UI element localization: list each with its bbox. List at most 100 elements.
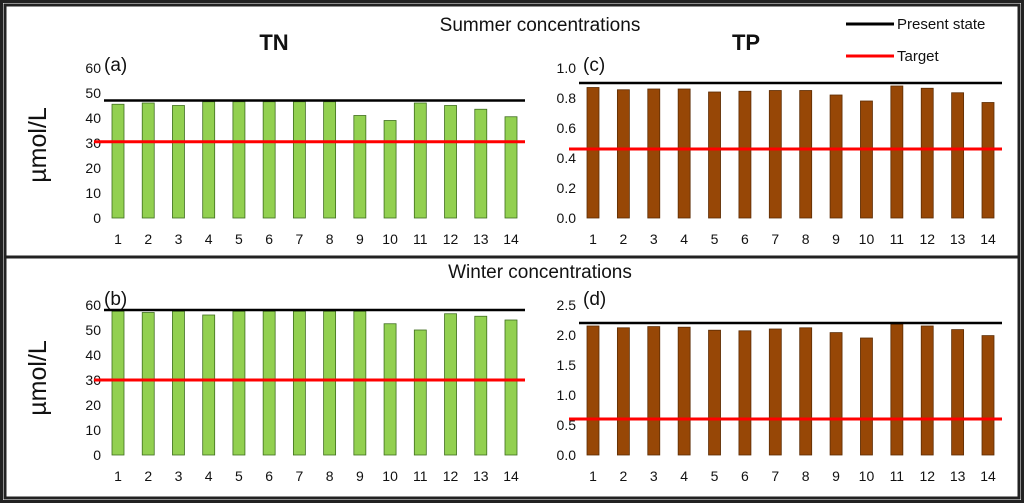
y-tick-label: 0.0	[557, 447, 577, 463]
x-tick-label: 1	[589, 231, 597, 247]
x-tick-label: 1	[589, 468, 597, 484]
y-tick-label: 0.6	[557, 120, 577, 136]
bar	[292, 101, 306, 219]
x-tick-label: 10	[382, 231, 398, 247]
x-tick-label: 10	[859, 468, 875, 484]
bar	[768, 328, 782, 456]
x-tick-label: 9	[832, 468, 840, 484]
x-tick-label: 5	[711, 231, 719, 247]
bar	[586, 325, 600, 456]
y-tick-label: 30	[85, 372, 101, 388]
x-tick-label: 11	[413, 231, 428, 247]
bar	[981, 335, 995, 456]
x-tick-label: 3	[175, 468, 183, 484]
winter-heading: Winter concentrations	[448, 262, 632, 283]
y-tick-label: 1.0	[557, 387, 577, 403]
x-tick-label: 4	[205, 468, 213, 484]
bar	[353, 310, 367, 456]
bar	[262, 101, 276, 219]
x-tick-label: 1	[114, 231, 122, 247]
bar	[172, 310, 185, 456]
bar	[323, 310, 337, 456]
x-tick-label: 8	[326, 231, 334, 247]
y-tick-label: 0.0	[557, 210, 577, 226]
bar	[890, 323, 904, 456]
x-tick-label: 12	[443, 468, 459, 484]
legend-target-label: Target	[897, 48, 940, 65]
bar	[738, 90, 752, 219]
bar	[413, 329, 427, 456]
bar	[768, 90, 782, 219]
x-tick-label: 14	[503, 468, 519, 484]
y-tick-label: 0.5	[557, 417, 577, 433]
y-tick-label: 60	[85, 60, 101, 76]
x-tick-label: 9	[356, 468, 364, 484]
y-tick-label: 0.8	[557, 90, 577, 106]
y-tick-label: 50	[85, 322, 101, 338]
x-tick-label: 6	[265, 231, 273, 247]
y-tick-label: 0.2	[557, 180, 577, 196]
x-tick-label: 14	[980, 468, 996, 484]
x-tick-label: 6	[741, 468, 749, 484]
y-tick-label: 1.5	[557, 357, 577, 373]
bar	[890, 85, 904, 219]
bar	[647, 88, 661, 219]
x-tick-label: 12	[919, 468, 935, 484]
y-tick-label: 20	[85, 397, 101, 413]
x-tick-label: 9	[356, 231, 364, 247]
x-tick-label: 9	[832, 231, 840, 247]
x-tick-label: 13	[473, 231, 489, 247]
x-tick-label: 5	[711, 468, 719, 484]
bar	[647, 326, 661, 456]
x-tick-label: 5	[235, 468, 243, 484]
y-axis-label-top: µmol/L	[24, 107, 52, 183]
bar	[981, 102, 995, 219]
summer-heading: Summer concentrations	[440, 15, 641, 36]
x-tick-label: 13	[950, 468, 966, 484]
bar	[504, 319, 518, 456]
panel-label-a: (a)	[104, 55, 127, 76]
y-tick-label: 0.4	[557, 150, 577, 166]
bar	[708, 329, 721, 456]
x-tick-label: 8	[802, 231, 810, 247]
x-tick-label: 6	[741, 231, 749, 247]
bar	[799, 90, 813, 219]
x-tick-label: 3	[650, 231, 658, 247]
x-tick-label: 8	[802, 468, 810, 484]
x-tick-label: 4	[680, 468, 688, 484]
bar	[141, 312, 155, 456]
x-tick-label: 7	[295, 231, 303, 247]
bar	[920, 87, 934, 219]
panel-label-d: (d)	[583, 289, 606, 310]
y-tick-label: 10	[85, 185, 101, 201]
bar	[708, 91, 721, 219]
y-axis-label-bottom: µmol/L	[24, 340, 52, 416]
panel-label-c: (c)	[583, 55, 605, 76]
bar	[444, 105, 457, 219]
x-tick-label: 7	[771, 468, 779, 484]
bar	[616, 327, 630, 456]
y-tick-label: 30	[85, 135, 101, 151]
x-tick-label: 2	[144, 231, 152, 247]
bar	[383, 120, 397, 219]
x-tick-label: 10	[859, 231, 875, 247]
bar	[738, 330, 752, 456]
x-tick-label: 11	[890, 231, 905, 247]
x-tick-label: 1	[114, 468, 122, 484]
y-tick-label: 1.0	[557, 60, 577, 76]
bar	[586, 87, 600, 219]
panel-label-b: (b)	[104, 289, 127, 310]
bar	[202, 101, 216, 219]
x-tick-label: 11	[413, 468, 428, 484]
x-tick-label: 11	[890, 468, 905, 484]
bar	[111, 310, 125, 456]
bar	[323, 101, 337, 219]
bar	[951, 92, 965, 219]
y-tick-label: 10	[85, 422, 101, 438]
chart-panel-c: (c)0.00.20.40.60.81.01 2 3 4 5 6 7 8 9 10 11 12 13 14	[557, 55, 1002, 247]
bar	[172, 105, 185, 219]
y-tick-label: 0	[93, 210, 101, 226]
bar	[829, 332, 843, 456]
